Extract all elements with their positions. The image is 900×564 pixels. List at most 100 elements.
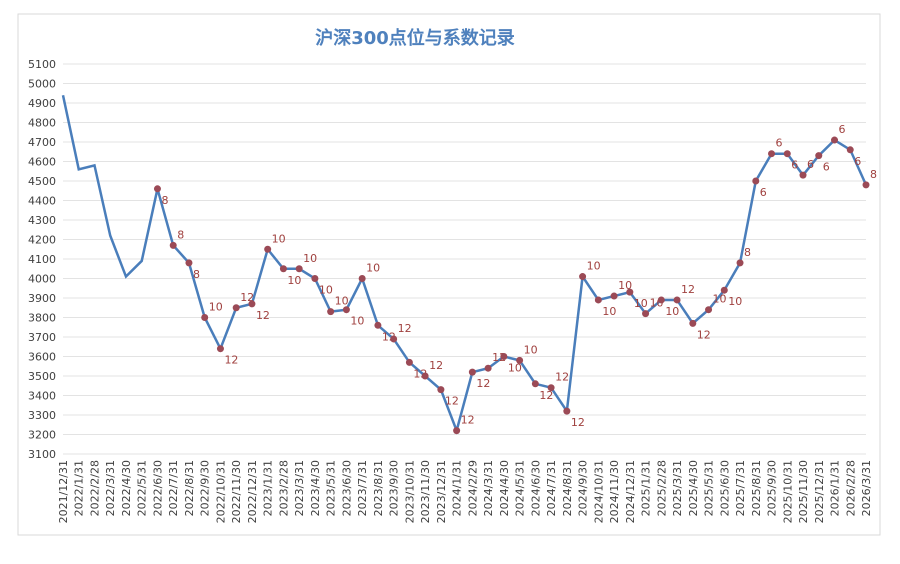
y-tick-label: 3800 bbox=[28, 312, 56, 325]
point-label: 10 bbox=[713, 293, 727, 306]
marker bbox=[689, 319, 697, 327]
x-tick-label: 2023/1/31 bbox=[262, 460, 275, 516]
point-label: 8 bbox=[177, 228, 184, 241]
x-tick-label: 2022/3/31 bbox=[104, 460, 117, 516]
x-tick-label: 2026/1/31 bbox=[829, 460, 842, 516]
point-label: 12 bbox=[571, 416, 585, 429]
x-tick-label: 2025/2/28 bbox=[655, 460, 668, 516]
marker bbox=[610, 292, 618, 300]
marker bbox=[342, 306, 350, 314]
marker bbox=[437, 386, 445, 394]
x-tick-label: 2023/10/31 bbox=[403, 460, 416, 523]
marker bbox=[327, 308, 335, 316]
x-tick-label: 2023/2/28 bbox=[277, 460, 290, 516]
x-tick-label: 2025/12/31 bbox=[813, 460, 826, 523]
marker bbox=[626, 288, 634, 296]
y-tick-label: 3200 bbox=[28, 429, 56, 442]
marker bbox=[468, 368, 476, 376]
point-label: 10 bbox=[508, 362, 522, 375]
point-label: 12 bbox=[697, 328, 711, 341]
point-label: 10 bbox=[303, 252, 317, 265]
x-tick-label: 2022/11/30 bbox=[230, 460, 243, 523]
y-tick-label: 4400 bbox=[28, 195, 56, 208]
y-tick-label: 5000 bbox=[28, 78, 56, 91]
x-tick-label: 2024/8/31 bbox=[561, 460, 574, 516]
marker bbox=[264, 245, 272, 253]
point-label: 10 bbox=[366, 262, 380, 275]
marker bbox=[216, 345, 224, 353]
point-label: 8 bbox=[744, 246, 751, 259]
x-tick-label: 2024/11/30 bbox=[608, 460, 621, 523]
point-label: 12 bbox=[539, 389, 553, 402]
point-label: 10 bbox=[272, 232, 286, 245]
marker bbox=[232, 304, 240, 312]
point-label: 10 bbox=[728, 295, 742, 308]
x-tick-label: 2022/7/31 bbox=[167, 460, 180, 516]
point-label: 10 bbox=[524, 343, 538, 356]
x-tick-label: 2022/10/31 bbox=[214, 460, 227, 523]
marker bbox=[768, 150, 776, 158]
x-tick-label: 2024/7/31 bbox=[545, 460, 558, 516]
x-tick-label: 2026/3/31 bbox=[860, 460, 873, 516]
marker bbox=[799, 171, 807, 179]
point-label: 10 bbox=[618, 279, 632, 292]
point-label: 10 bbox=[587, 260, 601, 273]
marker bbox=[484, 364, 492, 372]
point-label: 12 bbox=[398, 322, 412, 335]
x-tick-label: 2025/1/31 bbox=[640, 460, 653, 516]
point-label: 10 bbox=[319, 284, 333, 297]
point-label: 6 bbox=[839, 123, 846, 136]
y-tick-label: 4800 bbox=[28, 117, 56, 130]
x-tick-label: 2026/2/28 bbox=[844, 460, 857, 516]
y-tick-label: 3900 bbox=[28, 292, 56, 305]
x-tick-label: 2024/10/31 bbox=[592, 460, 605, 523]
marker bbox=[390, 335, 398, 343]
y-tick-label: 4500 bbox=[28, 175, 56, 188]
marker bbox=[642, 310, 650, 318]
x-tick-label: 2023/3/31 bbox=[293, 460, 306, 516]
marker bbox=[783, 150, 791, 158]
marker bbox=[248, 300, 256, 308]
marker bbox=[201, 314, 209, 321]
point-label: 12 bbox=[461, 414, 475, 427]
x-tick-label: 2023/8/31 bbox=[372, 460, 385, 516]
point-label: 10 bbox=[335, 295, 349, 308]
point-label: 12 bbox=[555, 371, 569, 384]
y-tick-label: 3100 bbox=[28, 448, 56, 461]
marker bbox=[657, 296, 665, 304]
point-label: 8 bbox=[193, 268, 200, 281]
x-tick-label: 2025/4/30 bbox=[687, 460, 700, 516]
y-tick-label: 4700 bbox=[28, 136, 56, 149]
point-label: 12 bbox=[445, 395, 459, 408]
marker bbox=[563, 407, 571, 415]
x-tick-label: 2024/9/30 bbox=[577, 460, 590, 516]
y-tick-label: 3600 bbox=[28, 351, 56, 364]
point-label: 10 bbox=[350, 315, 364, 328]
marker bbox=[405, 358, 413, 366]
point-label: 6 bbox=[776, 137, 783, 150]
point-label: 6 bbox=[854, 155, 861, 168]
y-tick-label: 5100 bbox=[28, 58, 56, 71]
marker bbox=[862, 181, 870, 189]
point-label: 12 bbox=[429, 359, 443, 372]
marker bbox=[453, 427, 461, 435]
marker bbox=[815, 152, 823, 160]
point-label: 12 bbox=[224, 354, 238, 367]
marker bbox=[169, 241, 177, 249]
x-tick-label: 2022/12/31 bbox=[246, 460, 259, 523]
marker bbox=[500, 353, 508, 360]
x-tick-label: 2025/10/31 bbox=[781, 460, 794, 523]
chart-frame bbox=[17, 13, 881, 536]
x-tick-label: 2023/4/30 bbox=[309, 460, 322, 516]
x-tick-label: 2024/3/31 bbox=[482, 460, 495, 516]
x-tick-label: 2024/5/31 bbox=[514, 460, 527, 516]
x-tick-label: 2025/7/31 bbox=[734, 460, 747, 516]
chart-title: 沪深300点位与系数记录 bbox=[315, 27, 515, 49]
marker bbox=[736, 259, 744, 267]
x-tick-label: 2022/4/30 bbox=[120, 460, 133, 516]
x-tick-label: 2023/12/31 bbox=[435, 460, 448, 523]
x-tick-label: 2025/11/30 bbox=[797, 460, 810, 523]
y-tick-label: 4600 bbox=[28, 156, 56, 169]
marker bbox=[311, 275, 319, 282]
marker bbox=[547, 384, 555, 392]
